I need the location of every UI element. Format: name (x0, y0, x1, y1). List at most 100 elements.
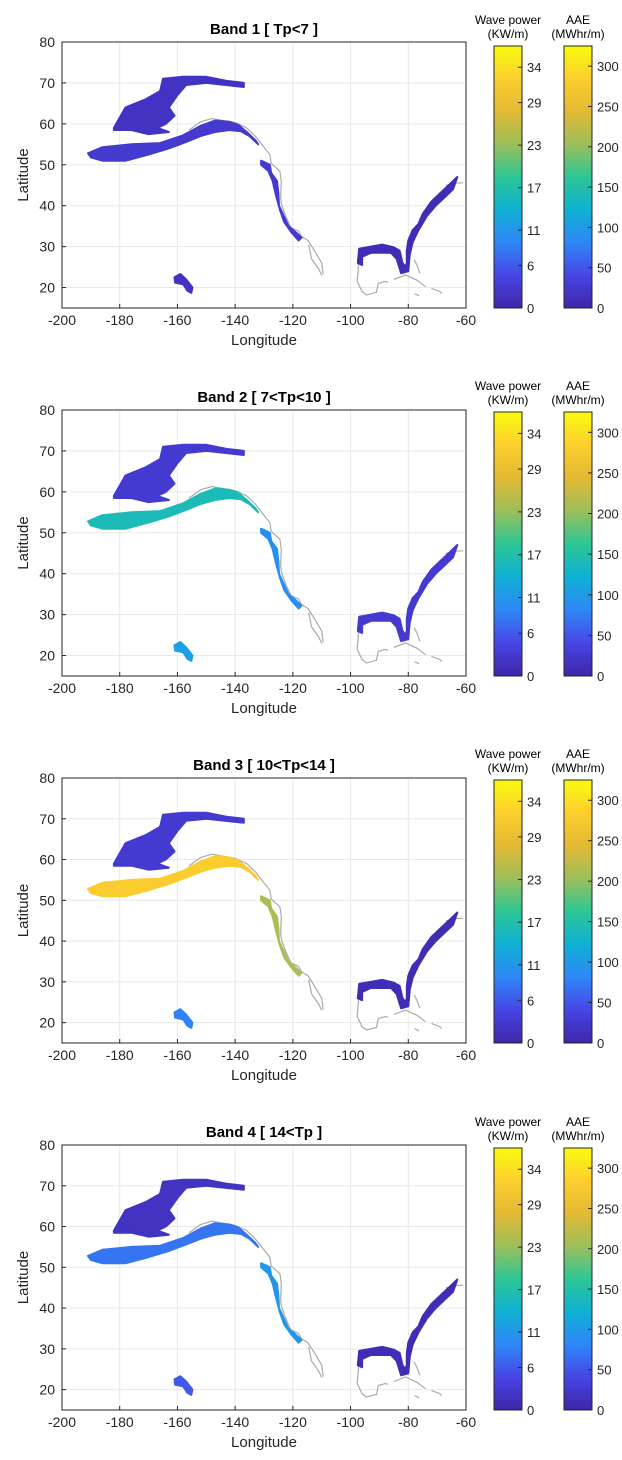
colorbar-title-line2: (KW/m) (488, 1129, 529, 1143)
colorbar-gradient (493, 411, 523, 677)
axes-frame (61, 41, 467, 309)
coastline (414, 1395, 420, 1399)
colorbar-tick-label: 6 (527, 1361, 534, 1376)
y-tick-label: 20 (39, 648, 55, 664)
colorbar-tick-label: 34 (527, 794, 541, 809)
colorbar-title-line2: (MWhr/m) (551, 1129, 604, 1143)
x-tick-label: -100 (337, 312, 365, 328)
coastline (414, 293, 420, 297)
colorbar-tick-label: 200 (597, 1242, 619, 1257)
colorbar-tick-label: 250 (597, 834, 619, 849)
colorbar-gradient (563, 45, 593, 309)
colorbar-title-line1: Wave power (475, 1115, 541, 1129)
colorbar-tick-label: 0 (527, 301, 534, 316)
colorbar-tick-label: 0 (597, 1036, 604, 1051)
x-tick-label: -200 (48, 312, 76, 328)
wave-region (173, 273, 194, 294)
colorbar-tick-label: 250 (597, 1201, 619, 1216)
x-tick-label: -180 (106, 312, 134, 328)
colorbar-tick-label: 0 (597, 1403, 604, 1418)
colorbar-tick-label: 50 (597, 261, 611, 276)
y-tick-label: 70 (39, 75, 55, 91)
x-tick-label: -100 (337, 1414, 365, 1430)
y-tick-label: 20 (39, 1382, 55, 1398)
x-axis-label: Longitude (231, 700, 297, 717)
x-tick-label: -160 (163, 1414, 191, 1430)
colorbar-title-line1: AAE (566, 747, 590, 761)
x-tick-label: -200 (48, 1047, 76, 1063)
colorbar-tick-label: 11 (527, 591, 541, 606)
colorbar-title-line2: (KW/m) (488, 393, 529, 407)
coastline (413, 994, 421, 1009)
colorbar-title-line2: (MWhr/m) (551, 27, 604, 41)
y-tick-label: 40 (39, 933, 55, 949)
y-tick-label: 30 (39, 974, 55, 990)
x-tick-label: -120 (279, 312, 307, 328)
wave-region (87, 855, 260, 898)
x-axis-label: Longitude (231, 1067, 297, 1084)
colorbar-tick-label: 17 (527, 915, 541, 930)
colorbar-tick-label: 6 (527, 259, 534, 274)
colorbar-aae: 300 250 200 150 100 50 0 AAE(MWhr/m) (551, 13, 618, 316)
wave-region (260, 895, 303, 977)
colorbar-tick-label: 29 (527, 462, 541, 477)
colorbar-tick-label: 11 (527, 1325, 541, 1340)
chart-title: Band 4 [ 14<Tp ] (206, 1124, 322, 1141)
colorbar-wave-power: 34 29 23 17 11 6 0 Wave power(KW/m) (475, 747, 542, 1051)
colorbar-tick-label: 0 (597, 301, 604, 316)
chart-title: Band 3 [ 10<Tp<14 ] (193, 757, 335, 774)
coastline (413, 627, 421, 642)
colorbar-title-line1: AAE (566, 1115, 590, 1129)
colorbar-title-line1: Wave power (475, 379, 541, 393)
coastline (308, 244, 323, 276)
colorbar-title-line1: Wave power (475, 747, 541, 761)
coastline (308, 979, 323, 1011)
y-tick-label: 60 (39, 1219, 55, 1235)
colorbar-tick-label: 250 (597, 99, 619, 114)
y-tick-label: 80 (39, 34, 55, 50)
axes-frame (61, 1144, 467, 1411)
colorbar-tick-label: 300 (597, 793, 619, 808)
coastline (393, 274, 426, 288)
x-tick-label: -180 (106, 1414, 134, 1430)
x-tick-label: -140 (221, 1047, 249, 1063)
y-axis-label: Latitude (15, 884, 32, 937)
coastline (431, 1389, 442, 1397)
y-tick-label: 20 (39, 280, 55, 296)
y-tick-label: 20 (39, 1015, 55, 1031)
x-tick-label: -160 (163, 680, 191, 696)
colorbar-tick-label: 150 (597, 915, 619, 930)
chart-title: Band 2 [ 7<Tp<10 ] (197, 389, 330, 406)
coastline (414, 661, 420, 665)
colorbar-tick-label: 0 (527, 1036, 534, 1051)
wave-region (356, 911, 459, 1010)
colorbar-aae: 300 250 200 150 100 50 0 AAE(MWhr/m) (551, 379, 618, 684)
y-tick-label: 80 (39, 1137, 55, 1153)
colorbar-tick-label: 200 (597, 507, 619, 522)
chart-title: Band 1 [ Tp<7 ] (210, 21, 318, 38)
chart-panel-3: -200 -180 -160 -140 -120 -100 -80 -602030405060… (15, 747, 619, 1084)
colorbar-tick-label: 100 (597, 588, 619, 603)
colorbar-title-line2: (MWhr/m) (551, 761, 604, 775)
colorbar-tick-label: 23 (527, 873, 541, 888)
wave-region (112, 443, 245, 504)
colorbar-tick-label: 6 (527, 626, 534, 641)
colorbar-gradient (563, 779, 593, 1044)
colorbar-tick-label: 23 (527, 1240, 541, 1255)
coastline (414, 1028, 420, 1032)
colorbar-tick-label: 0 (597, 669, 604, 684)
x-tick-label: -140 (221, 1414, 249, 1430)
wave-region (87, 1222, 260, 1265)
colorbar-tick-label: 50 (597, 996, 611, 1011)
colorbar-gradient (563, 1147, 593, 1411)
x-tick-label: -200 (48, 1414, 76, 1430)
colorbar-wave-power: 34 29 23 17 11 6 0 Wave power(KW/m) (475, 1115, 542, 1418)
x-tick-label: -80 (398, 1414, 418, 1430)
y-tick-label: 30 (39, 607, 55, 623)
coastline (413, 259, 421, 274)
wave-region (260, 159, 303, 242)
x-tick-label: -180 (106, 1047, 134, 1063)
x-axis-label: Longitude (231, 1434, 297, 1451)
colorbar-tick-label: 200 (597, 874, 619, 889)
